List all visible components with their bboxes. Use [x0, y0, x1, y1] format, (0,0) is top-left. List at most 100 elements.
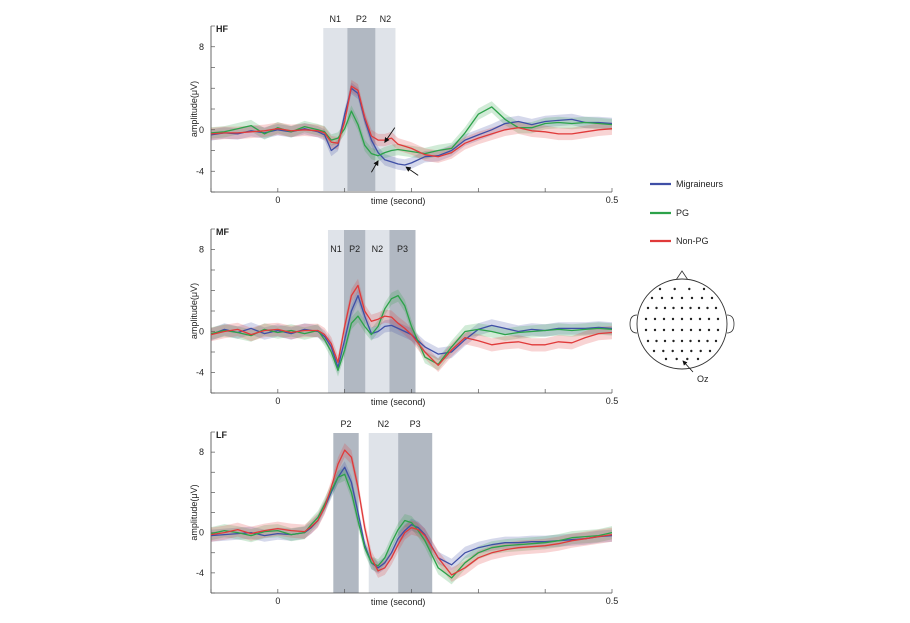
electrode	[689, 317, 693, 321]
head-nose	[675, 270, 689, 281]
x-tick-label: 0.5	[606, 195, 619, 205]
ci-bands	[211, 79, 612, 171]
window-n2	[365, 230, 390, 393]
electrode	[680, 296, 684, 300]
electrode-label-oz: Oz	[697, 374, 709, 384]
electrode	[700, 296, 704, 300]
electrode	[655, 339, 658, 343]
window-n1	[323, 28, 348, 191]
electrode	[716, 328, 720, 332]
electrode	[672, 306, 675, 310]
electrode	[672, 339, 675, 343]
window-p2	[343, 230, 366, 393]
electrode	[690, 296, 694, 300]
x-tick-label: 0.5	[606, 596, 619, 606]
y-tick-label: -4	[196, 368, 204, 378]
electrode	[652, 349, 656, 353]
y-tick-label: 8	[199, 245, 204, 255]
electrode	[653, 317, 657, 321]
y-axis-title: amplitude(μV)	[189, 484, 199, 540]
electrode	[680, 306, 684, 310]
legend-label-pg: PG	[676, 208, 689, 218]
electrode	[707, 317, 711, 321]
electrode	[689, 306, 692, 310]
ci-band-migraineurs	[211, 82, 612, 171]
panel-label: LF	[216, 430, 227, 440]
electrode	[662, 317, 666, 321]
window-label-n1: N1	[330, 14, 342, 24]
electrode	[714, 306, 718, 310]
electrode	[644, 317, 648, 321]
electrode	[680, 328, 684, 332]
x-axis-title: time (second)	[371, 397, 426, 407]
y-axis-title: amplitude(μV)	[189, 81, 199, 137]
ci-band-nonpg	[211, 278, 612, 372]
electrode	[680, 339, 684, 343]
series-line-nonpg	[210, 284, 613, 366]
electrode	[670, 296, 674, 300]
electrode	[707, 328, 711, 332]
head-map: Oz	[629, 270, 735, 384]
annotation-arrow-2	[371, 160, 379, 173]
electrode	[699, 349, 702, 353]
electrode	[702, 287, 706, 291]
panel-lf: P2 N2 P3 8 0 -4 0 0.5 time (second) amplitude(μV)…	[189, 419, 618, 607]
series-lines	[210, 449, 613, 579]
y-tick-label: 0	[199, 125, 204, 135]
y-tick-label: 0	[199, 528, 204, 538]
series-line-nonpg	[210, 449, 613, 576]
electrode	[662, 349, 665, 353]
electrode	[671, 317, 675, 321]
electrode	[688, 287, 691, 291]
electrode	[680, 349, 684, 353]
panel-hf: N1 P2 N2 8 0 -4 0 0.5 time (second) amplitude(μV)…	[189, 14, 618, 206]
electrode	[663, 339, 667, 343]
y-tick-label: 8	[199, 447, 204, 457]
x-tick-label: 0	[275, 195, 280, 205]
window-label-p2: P2	[349, 244, 360, 254]
electrode	[655, 306, 658, 310]
electrode	[697, 306, 701, 310]
electrode	[675, 357, 678, 361]
electrode	[710, 296, 714, 300]
electrode	[706, 306, 709, 310]
electrode	[663, 306, 667, 310]
electrode	[673, 287, 676, 291]
electrode	[690, 349, 693, 353]
electrode	[708, 349, 712, 353]
electrode	[686, 357, 689, 361]
electrode	[706, 339, 709, 343]
panel-mf: N1 P2 N2 P3 8 0 -4 0 0.5 time (second) amplitude(μ…	[189, 227, 618, 407]
window-p3	[389, 230, 416, 393]
legend-label-migraineurs: Migraineurs	[676, 179, 724, 189]
ci-band-migraineurs	[211, 289, 612, 374]
legend-label-nonpg: Non-PG	[676, 236, 709, 246]
electrode	[698, 328, 702, 332]
window-label-n1: N1	[330, 244, 342, 254]
ci-band-pg	[211, 467, 612, 585]
electrode	[680, 317, 684, 321]
window-label-p3: P3	[410, 419, 421, 429]
x-axis-title: time (second)	[371, 196, 426, 206]
x-tick-label: 0.5	[606, 396, 619, 406]
head-outline	[636, 278, 728, 370]
electrode	[664, 357, 668, 361]
window-p3	[398, 433, 433, 593]
electrode	[646, 339, 650, 343]
window-label-p2: P2	[356, 14, 367, 24]
series-line-migraineurs	[210, 294, 613, 369]
series-line-pg	[210, 473, 613, 579]
x-tick-label: 0	[275, 396, 280, 406]
window-n2	[368, 433, 399, 593]
ci-band-nonpg	[211, 79, 612, 163]
window-label-n2: N2	[372, 244, 384, 254]
electrode	[714, 339, 718, 343]
electrode	[671, 328, 675, 332]
electrode	[698, 317, 702, 321]
electrode	[696, 357, 700, 361]
y-tick-label: 8	[199, 42, 204, 52]
window-p2	[333, 433, 359, 593]
oz-pointer	[682, 360, 694, 373]
legend: Migraineurs PG Non-PG	[650, 179, 724, 246]
annotation-arrow-3	[405, 166, 419, 176]
